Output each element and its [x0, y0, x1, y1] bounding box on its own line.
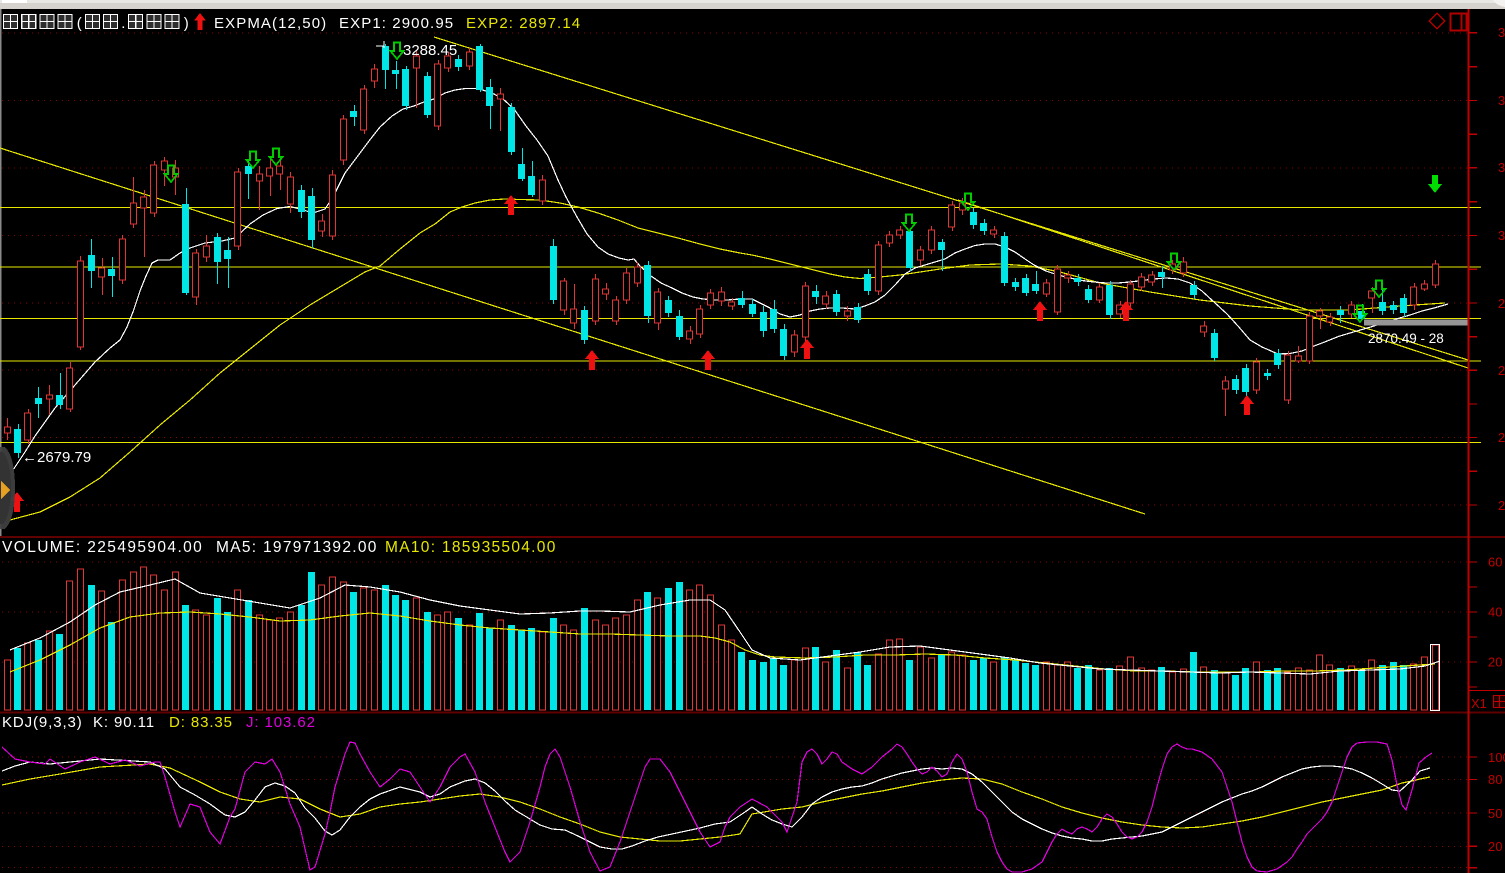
svg-text:): )	[184, 15, 189, 32]
svg-text:MA5: 197971392.00: MA5: 197971392.00	[216, 539, 378, 556]
svg-text:EXPMA(12,50): EXPMA(12,50)	[214, 15, 327, 32]
svg-text:50: 50	[1488, 806, 1502, 821]
svg-text:60: 60	[1488, 555, 1502, 570]
svg-text:2800: 2800	[1498, 363, 1505, 378]
svg-text:2900: 2900	[1498, 296, 1505, 311]
svg-text:EXP1: 2900.95: EXP1: 2900.95	[339, 15, 454, 32]
svg-text:2870.49 - 28: 2870.49 - 28	[1368, 331, 1444, 346]
svg-text:MA10: 185935504.00: MA10: 185935504.00	[385, 539, 557, 556]
svg-text:←2679.79: ←2679.79	[22, 449, 91, 466]
svg-text:3200: 3200	[1498, 93, 1505, 108]
svg-text:EXP2: 2897.14: EXP2: 2897.14	[466, 15, 581, 32]
svg-text:3300: 3300	[1498, 25, 1505, 40]
svg-text:3000: 3000	[1498, 228, 1505, 243]
svg-text:3100: 3100	[1498, 160, 1505, 175]
svg-text:D: 83.35: D: 83.35	[169, 714, 233, 731]
svg-text:KDJ(9,3,3): KDJ(9,3,3)	[2, 714, 83, 731]
svg-text:J: 103.62: J: 103.62	[246, 714, 316, 731]
svg-text:20: 20	[1488, 839, 1502, 854]
svg-text:(: (	[77, 15, 82, 32]
svg-text:40: 40	[1488, 605, 1502, 620]
svg-text:K: 90.11: K: 90.11	[93, 714, 155, 731]
svg-text:2600: 2600	[1498, 498, 1505, 513]
svg-text:.: .	[121, 15, 125, 32]
svg-text:X1: X1	[1471, 696, 1487, 711]
svg-text:2700: 2700	[1498, 430, 1505, 445]
svg-text:3288.45: 3288.45	[403, 42, 457, 59]
svg-text:VOLUME: 225495904.00: VOLUME: 225495904.00	[2, 539, 203, 556]
svg-text:100: 100	[1488, 750, 1505, 765]
svg-text:20: 20	[1488, 655, 1502, 670]
svg-text:80: 80	[1488, 772, 1502, 787]
